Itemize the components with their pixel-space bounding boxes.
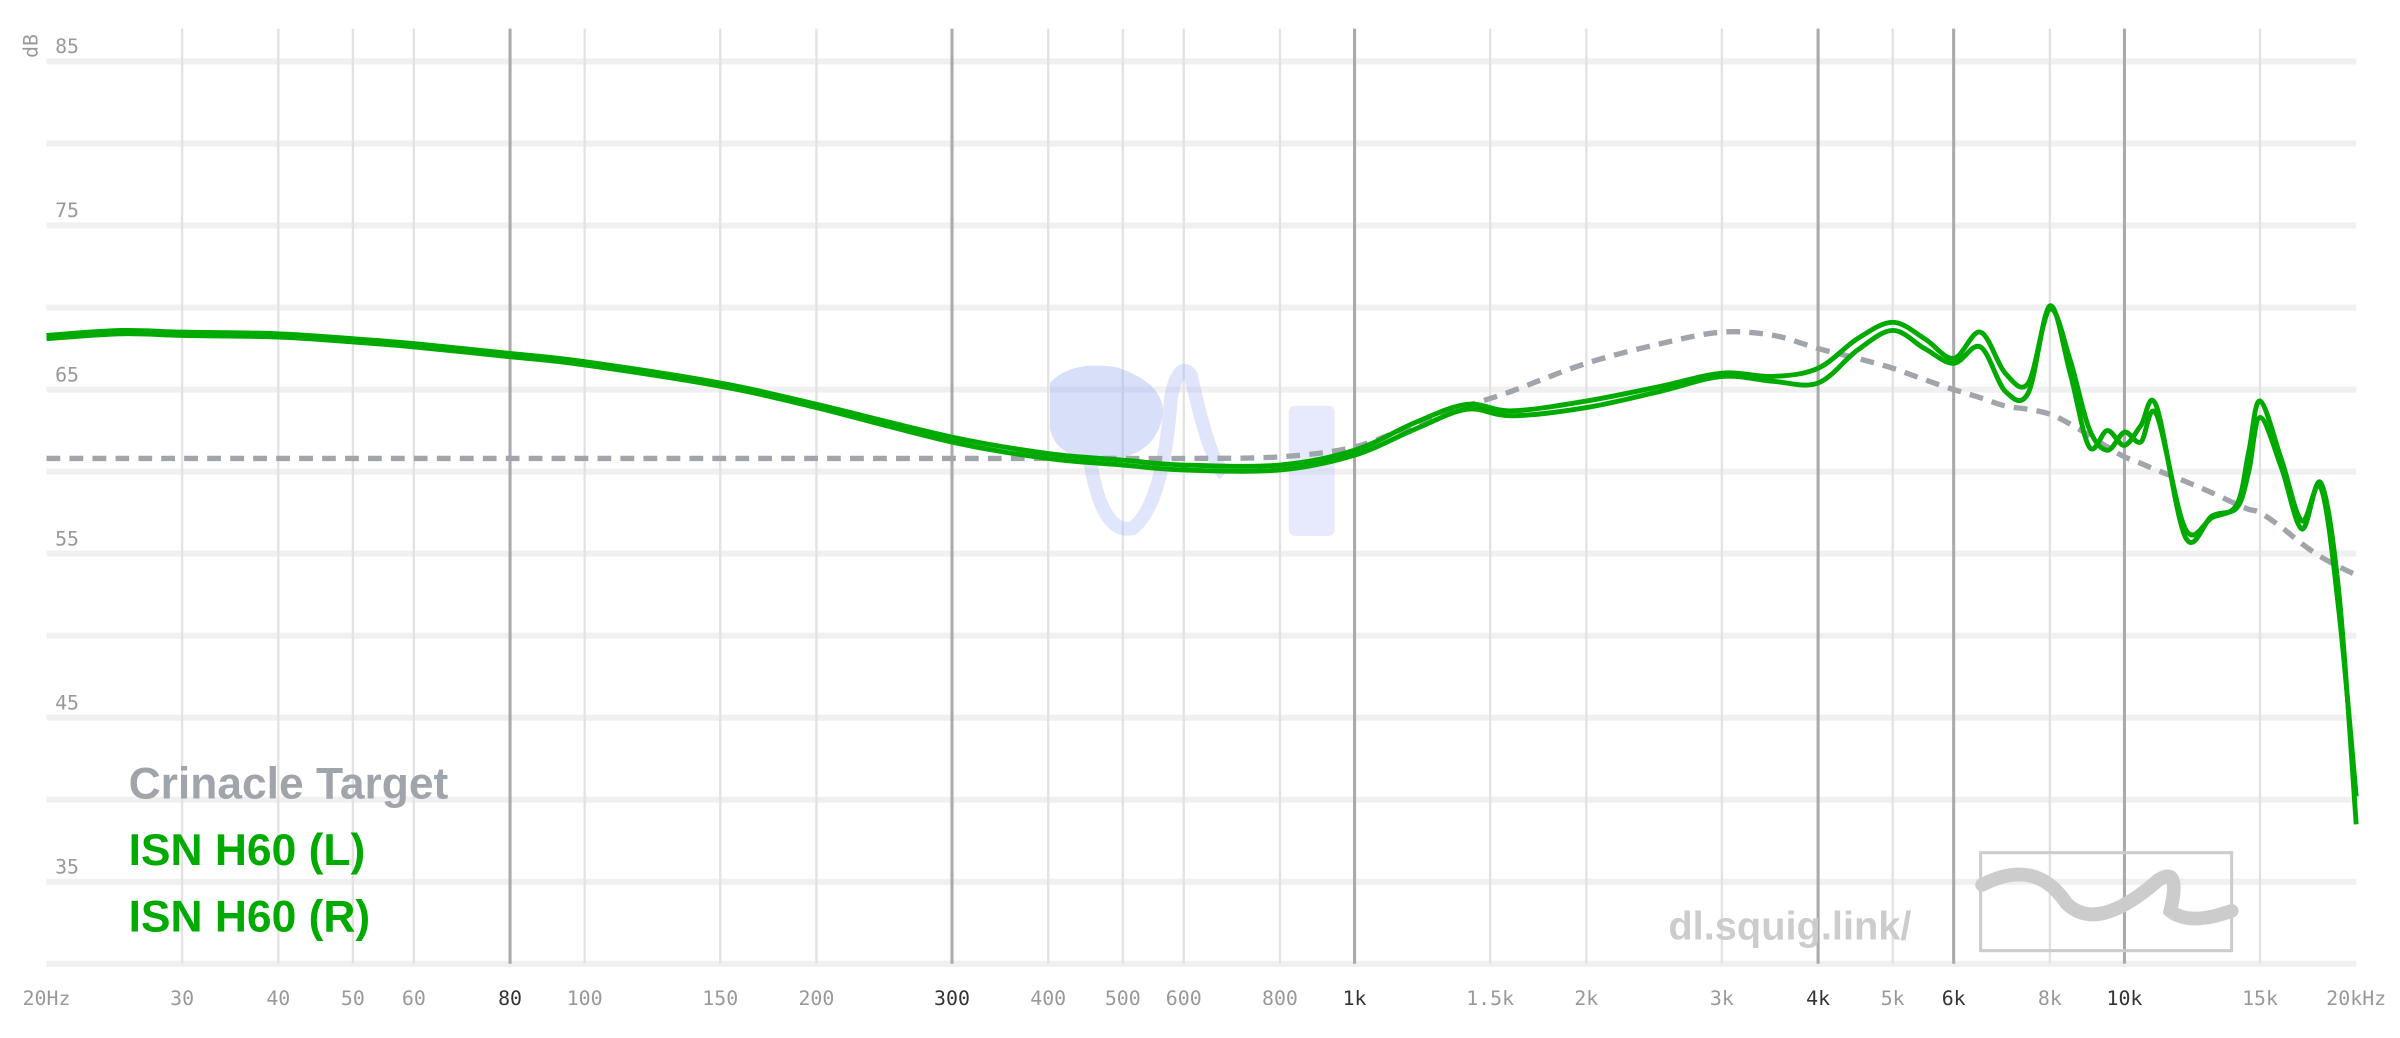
x-tick-label: 1.5k <box>1466 987 1514 1010</box>
series-line <box>46 303 2359 825</box>
series-line <box>46 328 2358 578</box>
watermark: dl.squig.link/ <box>1668 905 1911 949</box>
x-tick-label: 500 <box>1105 987 1141 1010</box>
x-tick-label: 150 <box>702 987 738 1010</box>
x-tick-label: 50 <box>341 987 365 1010</box>
x-tick-label: 400 <box>1030 987 1066 1010</box>
y-tick-label: 55 <box>55 527 79 550</box>
y-tick-label: 75 <box>55 199 79 222</box>
legend-entry: ISN H60 (R) <box>129 893 371 942</box>
x-tick-label: 200 <box>798 987 834 1010</box>
x-tick-label: 8k <box>2038 987 2062 1010</box>
y-tick-label: 45 <box>55 691 79 714</box>
x-tick-label: 1k <box>1343 987 1367 1010</box>
x-tick-label: 3k <box>1710 987 1734 1010</box>
x-tick-label: 10k <box>2107 987 2143 1010</box>
y-tick-label: 65 <box>55 363 79 386</box>
x-tick-label: 5k <box>1881 987 1905 1010</box>
legend-entry: ISN H60 (L) <box>129 826 366 875</box>
squig-logo <box>1975 851 2239 953</box>
x-tick-label: 30 <box>170 987 194 1010</box>
legend-entry: Crinacle Target <box>129 760 449 809</box>
x-tick-label: 80 <box>498 987 522 1010</box>
x-tick-label: 600 <box>1166 987 1202 1010</box>
x-tick-label: 20kHz <box>2326 987 2386 1010</box>
x-tick-label: 60 <box>402 987 426 1010</box>
x-tick-label: 300 <box>934 987 970 1010</box>
watermark-logo <box>1050 363 1335 536</box>
x-tick-label: 40 <box>266 987 290 1010</box>
x-tick-label: 100 <box>567 987 603 1010</box>
grid <box>46 28 2357 967</box>
x-tick-label: 4k <box>1806 987 1830 1010</box>
y-tick-label: 35 <box>55 855 79 878</box>
y-axis-label: dB <box>20 34 43 58</box>
x-tick-label: 6k <box>1942 987 1966 1010</box>
x-tick-label: 15k <box>2242 987 2278 1010</box>
y-tick-label: 85 <box>55 35 79 58</box>
x-tick-label: 20Hz <box>23 987 71 1010</box>
x-tick-label: 2k <box>1574 987 1598 1010</box>
x-tick-label: 800 <box>1262 987 1298 1010</box>
